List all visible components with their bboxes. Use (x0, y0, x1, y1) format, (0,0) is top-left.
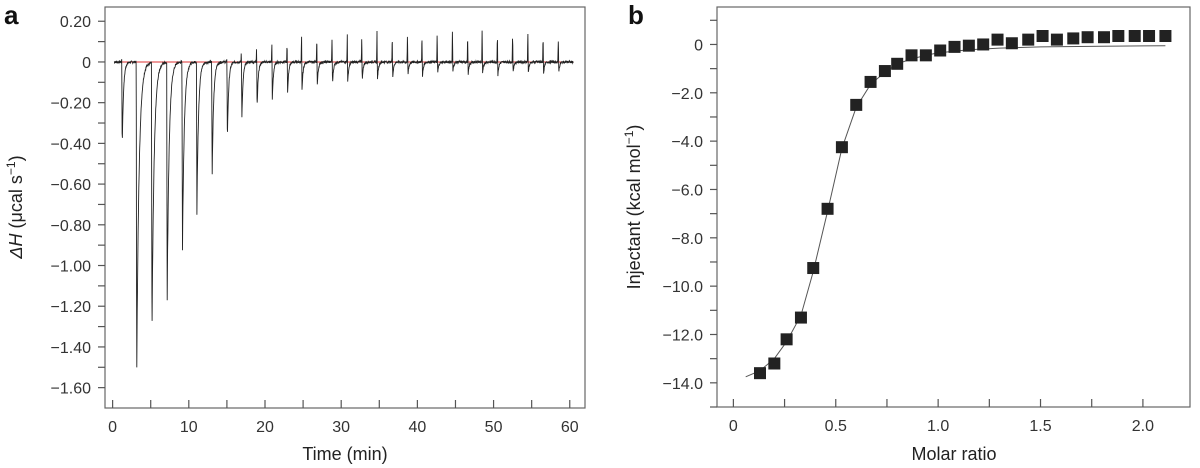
data-point (919, 49, 932, 62)
y-tick-label: −0.60 (51, 177, 92, 194)
data-point (991, 33, 1004, 46)
data-point (1081, 31, 1094, 44)
x-tick-label: 10 (180, 419, 198, 436)
x-tick-label: 50 (485, 419, 503, 436)
y-tick-label: −12.0 (663, 327, 704, 344)
data-point (934, 44, 947, 57)
x-tick-label: 2.0 (1132, 418, 1154, 435)
y-tick-label: −1.20 (51, 299, 92, 316)
data-point (891, 57, 904, 70)
x-tick-label: 0 (108, 419, 117, 436)
x-tick-label: 0.5 (825, 418, 847, 435)
plot-frame (716, 6, 1191, 408)
data-point (977, 38, 990, 51)
data-point (835, 141, 848, 154)
y-tick-label: −1.00 (51, 259, 92, 276)
panel-b-plot: 0 0.5 1.0 1.5 2.0 0 −2.0 −4.0 −6.0 −8.0 −10.0 −12.0… (663, 6, 1191, 435)
y-tick-label: −0.40 (51, 136, 92, 153)
x-tick-label: 30 (332, 419, 350, 436)
y-tick-label: −14.0 (663, 376, 704, 393)
data-point (1036, 30, 1049, 43)
y-tick-label: −1.40 (51, 340, 92, 357)
fit-curve (745, 45, 1166, 378)
data-point (780, 333, 793, 346)
y-tick-label: −2.0 (671, 86, 703, 103)
panel-a-x-axis-title: Time (min) (302, 444, 387, 464)
data-point (864, 75, 877, 88)
panel-a-plot: 0 10 20 30 40 50 60 0.20 0 −0.20 −0.40 −0.60 −0.80 −1… (51, 6, 586, 436)
y-tick-label: 0.20 (60, 14, 91, 31)
thermogram-trace (113, 30, 574, 368)
panel-b-x-axis-title: Molar ratio (911, 444, 996, 464)
data-point (1159, 30, 1172, 43)
panel-a-y-axis-title: ΔH (μcal s−1) (4, 155, 26, 259)
y-tick-label: 0 (694, 37, 703, 54)
data-point (905, 49, 918, 62)
x-tick-label: 1.0 (927, 418, 949, 435)
panel-label-a: a (4, 0, 19, 30)
y-tick-label: −0.20 (51, 96, 92, 113)
data-point (1067, 32, 1080, 45)
data-point (878, 65, 891, 78)
data-point (1112, 30, 1125, 43)
plot-frame (104, 6, 586, 409)
y-tick-label: −10.0 (663, 279, 704, 296)
data-point (850, 98, 863, 111)
panel-label-b: b (628, 0, 644, 30)
panel-b-y-axis-title: Injectant (kcal mol−1) (622, 125, 644, 290)
data-point (1050, 33, 1063, 46)
y-tick-label: −8.0 (671, 231, 703, 248)
data-point (1022, 33, 1035, 46)
data-point (821, 202, 834, 215)
y-tick-label: 0 (82, 55, 91, 72)
data-point (754, 367, 766, 380)
data-point (1128, 30, 1141, 43)
x-tick-label: 0 (729, 418, 738, 435)
data-point (948, 40, 961, 53)
y-tick-label: −1.60 (51, 381, 92, 398)
data-point (768, 357, 781, 370)
y-tick-label: −6.0 (671, 182, 703, 199)
x-tick-label: 1.5 (1029, 418, 1051, 435)
data-point (794, 311, 807, 324)
x-tick-label: 20 (256, 419, 274, 436)
data-point (807, 262, 820, 275)
y-tick-label: −4.0 (671, 134, 703, 151)
y-tick-label: −0.80 (51, 218, 92, 235)
data-point (1098, 31, 1110, 44)
data-point (962, 39, 975, 52)
x-tick-label: 60 (561, 419, 579, 436)
data-point (1143, 30, 1156, 43)
x-tick-label: 40 (408, 419, 426, 436)
data-point (1005, 37, 1018, 50)
